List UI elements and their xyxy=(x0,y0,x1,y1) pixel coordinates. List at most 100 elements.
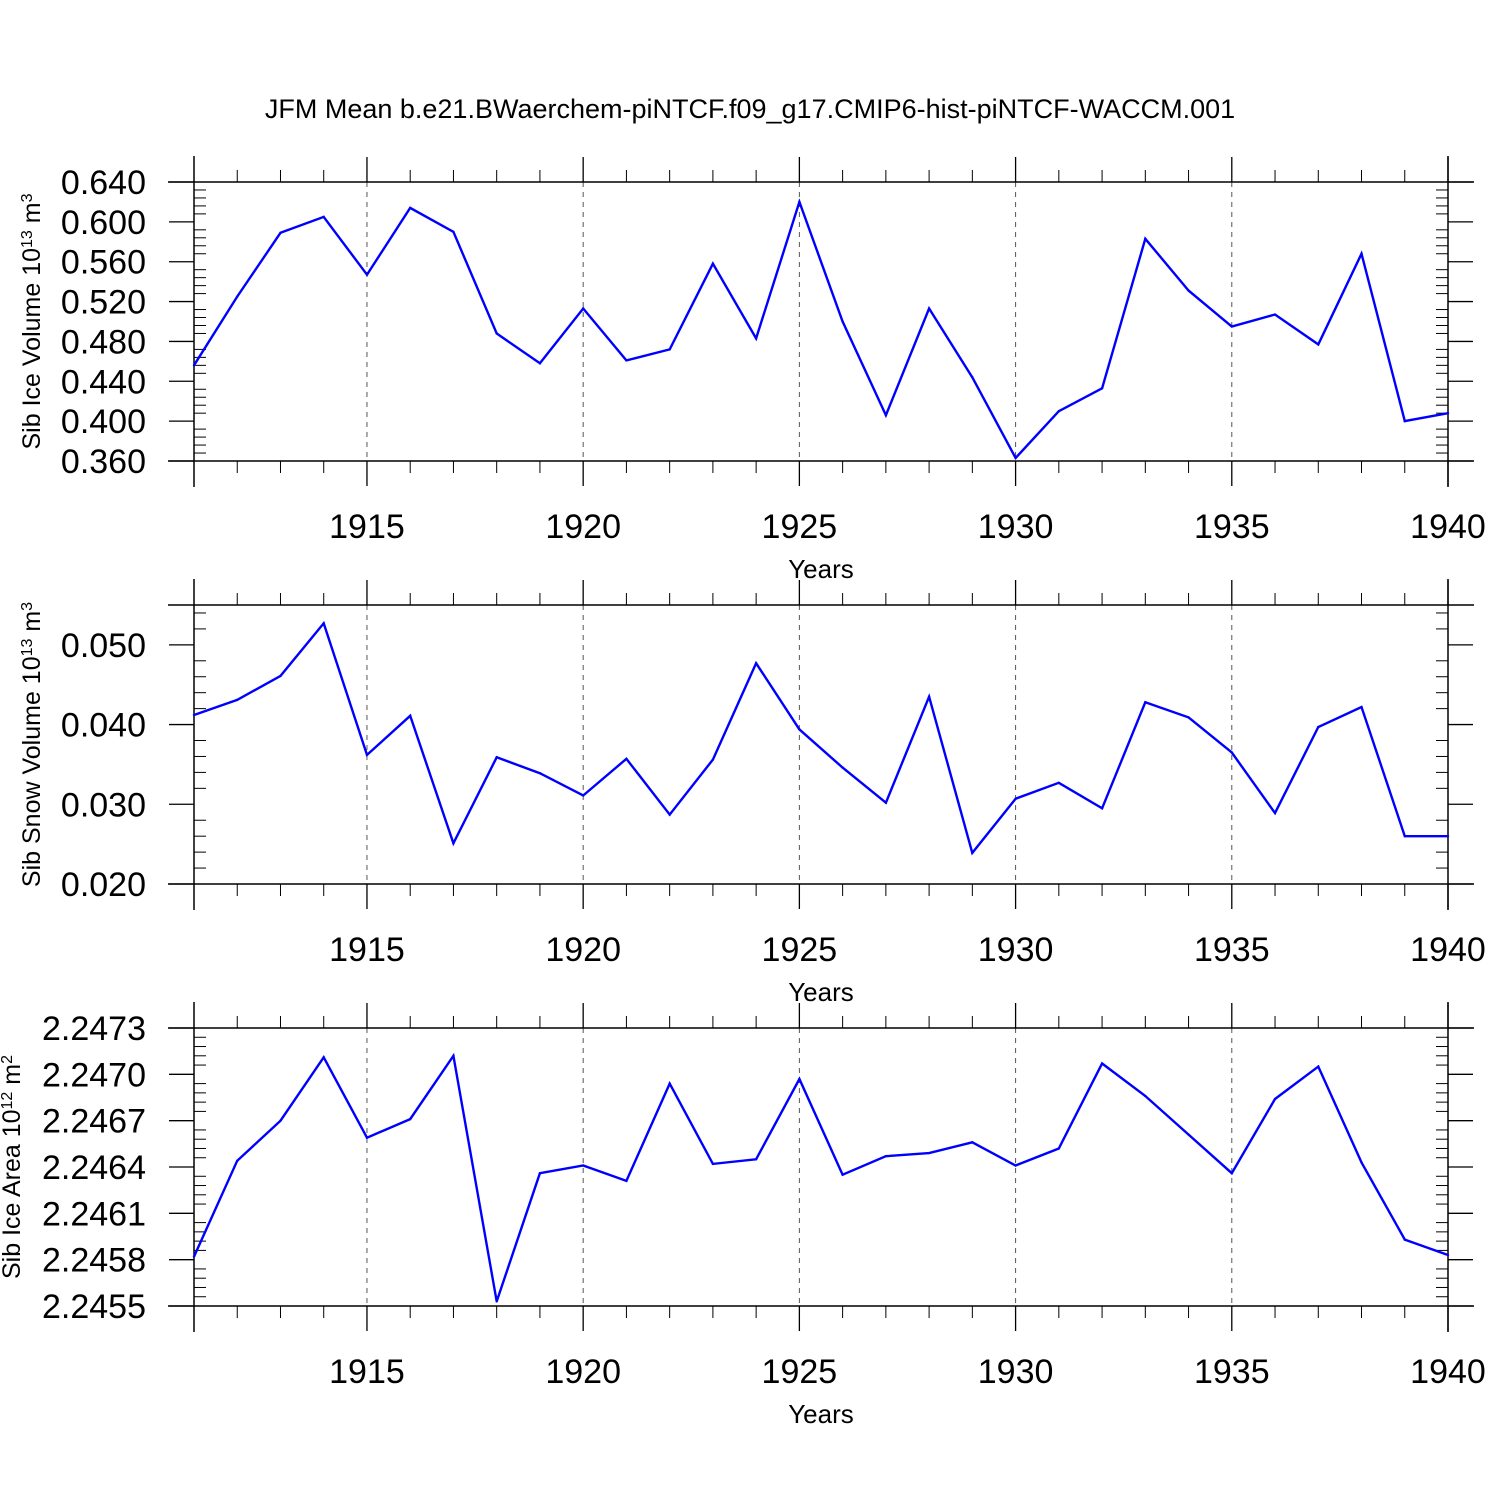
data-point xyxy=(841,1173,844,1176)
data-point xyxy=(798,1077,801,1081)
chart-panels: 0.3600.4000.4400.4800.5200.5600.6000.640… xyxy=(0,156,1486,1429)
y-tick-label: 0.020 xyxy=(61,866,146,904)
x-tick-label: 1925 xyxy=(762,931,838,969)
data-point xyxy=(668,348,671,351)
y-tick-label: 0.640 xyxy=(61,164,146,202)
x-tick-label: 1935 xyxy=(1194,1353,1270,1391)
data-point xyxy=(1057,781,1061,784)
x-tick-label: 1930 xyxy=(978,1353,1054,1391)
data-point xyxy=(495,756,498,759)
data-point xyxy=(1317,725,1320,729)
data-point xyxy=(322,1056,325,1059)
data-point xyxy=(279,1119,282,1122)
data-point xyxy=(1446,834,1450,838)
data-point xyxy=(322,622,325,625)
data-point xyxy=(1230,1171,1233,1175)
data-point xyxy=(971,376,974,379)
x-tick-label: 1915 xyxy=(329,931,405,969)
y-tick-label: 0.480 xyxy=(61,323,146,361)
data-point xyxy=(754,1158,758,1161)
chart-panel-2: 0.020 0.030 0.040 0.050 1915 1920 1925 1930 1935… xyxy=(18,579,1486,1007)
data-point xyxy=(668,1082,671,1085)
data-point xyxy=(927,1151,931,1155)
data-point xyxy=(1360,1161,1363,1164)
x-tick-label: 1930 xyxy=(978,508,1054,546)
data-point xyxy=(495,1300,498,1303)
y-axis-label: Sib Snow Volume 1013 m3 xyxy=(18,602,46,887)
data-point xyxy=(1360,705,1363,709)
x-axis-label: Years xyxy=(788,1399,854,1429)
data-point xyxy=(711,1162,715,1166)
data-point xyxy=(1144,701,1147,704)
data-point xyxy=(1187,289,1190,292)
data-point xyxy=(1403,1238,1406,1241)
y-tick-label: 2.2461 xyxy=(42,1195,146,1233)
data-point xyxy=(884,1154,888,1158)
x-tick-label: 1925 xyxy=(762,508,838,546)
y-tick-label: 2.2458 xyxy=(42,1242,146,1280)
data-point xyxy=(1230,751,1233,754)
data-point xyxy=(754,337,758,340)
data-point xyxy=(971,851,974,855)
data-point xyxy=(409,206,412,210)
series-line xyxy=(192,198,1449,461)
y-tick-label: 0.400 xyxy=(61,403,146,441)
data-point xyxy=(1014,456,1017,460)
data-point xyxy=(1360,252,1363,255)
data-point xyxy=(841,766,844,769)
y-tick-label: 2.2470 xyxy=(42,1056,146,1094)
data-point xyxy=(1014,1164,1017,1167)
data-point xyxy=(1057,1147,1061,1150)
x-tick-label: 1935 xyxy=(1194,508,1270,546)
data-point xyxy=(538,1171,542,1175)
data-point xyxy=(625,757,628,761)
data-point xyxy=(625,359,628,362)
x-tick-label: 1930 xyxy=(978,931,1054,969)
data-point xyxy=(1014,797,1017,800)
chart-panel-1: 0.3600.4000.4400.4800.5200.5600.6000.640… xyxy=(18,156,1486,584)
data-point xyxy=(1187,716,1190,719)
chart-panel-3: 2.2455 2.2458 2.2461 2.2464 2.2467 2.2470 2.24… xyxy=(0,1002,1486,1429)
data-point xyxy=(192,364,196,367)
x-tick-label: 1935 xyxy=(1194,931,1270,969)
data-point xyxy=(1057,409,1061,413)
series-line xyxy=(192,1052,1449,1302)
x-tick-label: 1920 xyxy=(545,508,621,546)
data-point xyxy=(538,771,542,775)
x-tick-label: 1920 xyxy=(545,1353,621,1391)
data-point xyxy=(236,698,239,702)
data-point xyxy=(1144,1094,1147,1098)
x-tick-label: 1940 xyxy=(1410,508,1486,546)
y-tick-label: 0.030 xyxy=(61,786,146,824)
x-tick-label: 1940 xyxy=(1410,1353,1486,1391)
data-point xyxy=(279,231,282,235)
y-axis-label: Sib Ice Area 1012 m2 xyxy=(0,1055,26,1279)
data-point xyxy=(1273,313,1277,316)
data-point xyxy=(452,230,455,234)
data-point xyxy=(409,1117,412,1121)
data-point xyxy=(884,413,888,417)
data-point xyxy=(452,842,455,845)
data-point xyxy=(1446,1253,1450,1257)
data-point xyxy=(625,1179,628,1183)
data-point xyxy=(971,1141,974,1144)
data-point xyxy=(279,674,282,678)
data-point xyxy=(1273,811,1277,815)
data-point xyxy=(192,1255,196,1258)
x-tick-label: 1915 xyxy=(329,1353,405,1391)
data-point xyxy=(1317,343,1320,346)
x-axis-label: Years xyxy=(788,977,854,1007)
data-point xyxy=(1317,1065,1320,1068)
y-tick-label: 0.440 xyxy=(61,363,146,401)
y-tick-label: 0.050 xyxy=(61,627,146,665)
data-point xyxy=(711,262,715,265)
data-point xyxy=(236,295,239,298)
data-point xyxy=(581,1164,585,1167)
data-point xyxy=(1187,1133,1190,1136)
y-tick-label: 2.2473 xyxy=(42,1010,146,1048)
data-point xyxy=(1446,411,1450,415)
x-tick-label: 1915 xyxy=(329,508,405,546)
data-point xyxy=(365,1136,369,1139)
series-line xyxy=(193,620,1448,856)
